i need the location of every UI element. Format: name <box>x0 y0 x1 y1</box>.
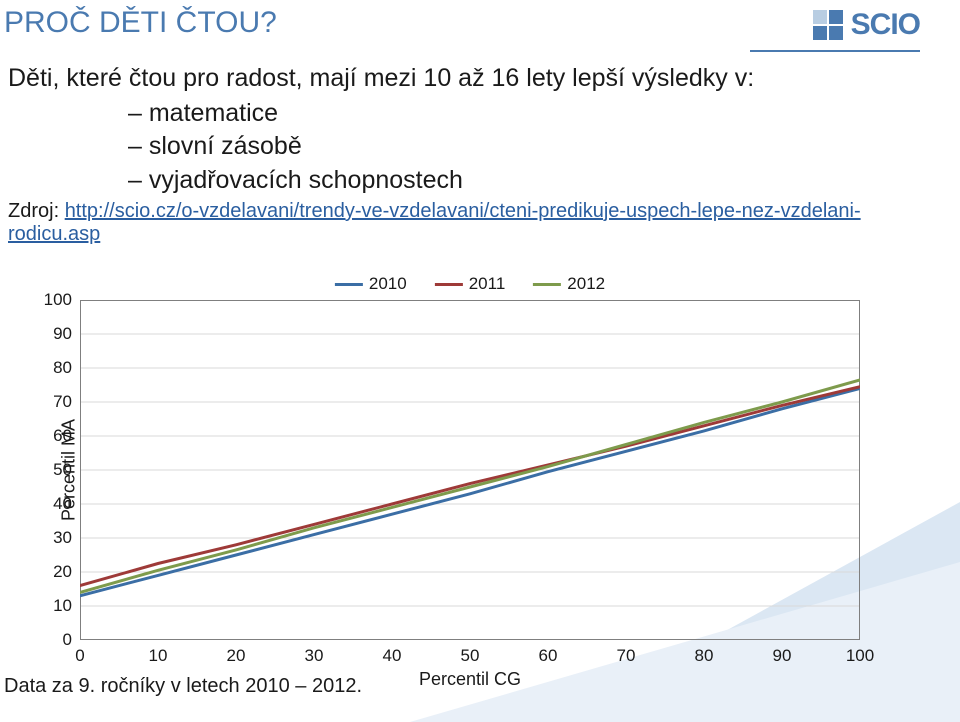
x-tick: 60 <box>539 640 558 666</box>
legend-item: 2010 <box>335 274 407 294</box>
page-title: PROČ DĚTI ČTOU? <box>4 6 277 40</box>
y-tick: 40 <box>53 494 80 514</box>
logo-text: SCIO <box>851 8 920 42</box>
x-tick: 10 <box>149 640 168 666</box>
source-line: Zdroj: http://scio.cz/o-vzdelavani/trend… <box>8 200 920 246</box>
x-tick: 20 <box>227 640 246 666</box>
legend-label: 2012 <box>567 274 605 294</box>
legend-label: 2011 <box>469 274 506 294</box>
source-link[interactable]: http://scio.cz/o-vzdelavani/trendy-ve-vz… <box>8 200 861 245</box>
y-tick: 50 <box>53 460 80 480</box>
x-tick: 90 <box>773 640 792 666</box>
intro-line: Děti, které čtou pro radost, mají mezi 1… <box>8 62 920 95</box>
y-tick: 10 <box>53 596 80 616</box>
legend-item: 2012 <box>533 274 605 294</box>
y-tick: 100 <box>44 290 80 310</box>
x-tick: 30 <box>305 640 324 666</box>
y-tick: 70 <box>53 392 80 412</box>
x-tick: 80 <box>695 640 714 666</box>
x-tick: 100 <box>846 640 874 666</box>
y-tick: 20 <box>53 562 80 582</box>
x-tick: 40 <box>383 640 402 666</box>
intro-block: Děti, které čtou pro radost, mají mezi 1… <box>8 62 920 246</box>
y-tick: 80 <box>53 358 80 378</box>
x-axis-label: Percentil CG <box>419 669 521 690</box>
logo-rule <box>750 50 920 52</box>
x-tick: 50 <box>461 640 480 666</box>
logo: SCIO <box>813 8 920 42</box>
y-tick: 60 <box>53 426 80 446</box>
y-tick: 90 <box>53 324 80 344</box>
source-prefix: Zdroj: <box>8 200 65 222</box>
legend-item: 2011 <box>435 274 506 294</box>
y-tick: 30 <box>53 528 80 548</box>
chart-legend: 2010 2011 2012 <box>335 274 605 294</box>
chart-plot <box>80 300 860 640</box>
chart: 2010 2011 2012 Percentil MA Percentil CG… <box>80 300 860 640</box>
intro-bullet: slovní zásobě <box>128 130 920 164</box>
intro-bullet: matematice <box>128 97 920 131</box>
footer-note: Data za 9. ročníky v letech 2010 – 2012. <box>4 675 362 698</box>
intro-bullets: matematice slovní zásobě vyjadřovacích s… <box>128 97 920 198</box>
x-tick: 0 <box>75 640 84 666</box>
logo-icon <box>813 10 843 40</box>
x-tick: 70 <box>617 640 636 666</box>
intro-bullet: vyjadřovacích schopnostech <box>128 164 920 198</box>
legend-label: 2010 <box>369 274 407 294</box>
